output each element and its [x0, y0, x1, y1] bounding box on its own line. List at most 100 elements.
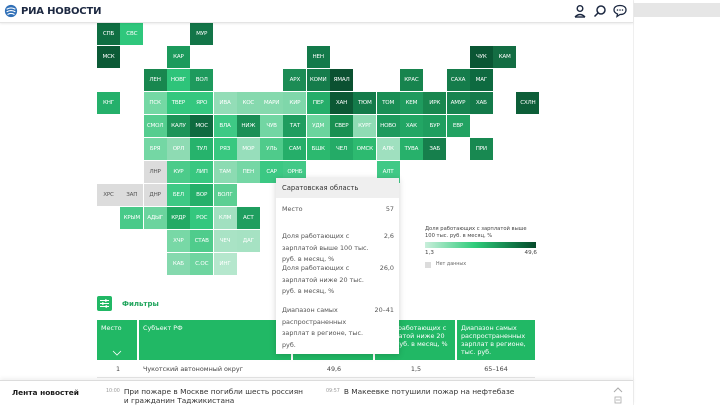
region-tile-арх[interactable]: АРХ [283, 69, 307, 91]
region-tile-кир[interactable]: КИР [283, 92, 307, 114]
region-tile-там[interactable]: ТАМ [213, 161, 237, 183]
region-tile-евр[interactable]: ЕВР [446, 115, 470, 137]
region-tile-аст[interactable]: АСТ [236, 207, 260, 229]
region-tile-тул[interactable]: ТУЛ [190, 138, 214, 160]
region-tile-кос[interactable]: КОС [236, 92, 260, 114]
region-tile-хак[interactable]: ХАК [399, 115, 423, 137]
region-tile-став[interactable]: СТАВ [190, 230, 214, 252]
region-tile-кур[interactable]: КУР [166, 161, 190, 183]
region-tile-кнг[interactable]: КНГ [97, 92, 120, 114]
news-item[interactable]: 10:00 При пожаре в Москве погибли шесть … [106, 387, 306, 405]
region-tile-чеч[interactable]: ЧЕЧ [213, 230, 237, 252]
region-tile-при[interactable]: ПРИ [469, 138, 493, 160]
region-tile-тат[interactable]: ТАТ [283, 115, 307, 137]
region-tile-лип[interactable]: ЛИП [190, 161, 214, 183]
region-tile-хан[interactable]: ХАН [330, 92, 353, 114]
region-tile-орнб[interactable]: ОРНБ [283, 161, 307, 183]
region-tile-алк[interactable]: АЛК [376, 138, 400, 160]
region-tile-бря[interactable]: БРЯ [143, 138, 167, 160]
region-tile-кам[interactable]: КАМ [493, 46, 517, 68]
region-tile-ива[interactable]: ИВА [213, 92, 237, 114]
chat-icon[interactable] [613, 4, 627, 18]
news-feed-title[interactable]: Лента новостей [12, 388, 79, 397]
region-tile-спб[interactable]: СПБ [97, 23, 120, 45]
th-rank[interactable]: Место [97, 320, 139, 360]
region-tile-свер[interactable]: СВЕР [330, 115, 353, 137]
region-tile-крым[interactable]: КРЫМ [120, 207, 144, 229]
region-tile-удм[interactable]: УДМ [306, 115, 330, 137]
region-tile-чув[interactable]: ЧУВ [260, 115, 284, 137]
region-tile-вла[interactable]: ВЛА [213, 115, 237, 137]
region-tile-каб[interactable]: КАБ [166, 253, 190, 275]
region-tile-сам[interactable]: САМ [283, 138, 307, 160]
region-tile-тува[interactable]: ТУВА [399, 138, 423, 160]
region-tile-омск[interactable]: ОМСК [353, 138, 377, 160]
region-tile-инг[interactable]: ИНГ [213, 253, 237, 275]
region-tile-вол[interactable]: ВОЛ [190, 69, 214, 91]
region-tile-маг[interactable]: МАГ [469, 69, 493, 91]
region-tile-адыг[interactable]: АДЫГ [143, 207, 167, 229]
news-item[interactable]: 09:57 В Макеевке потушили пожар на нефте… [326, 387, 586, 396]
region-tile-пен[interactable]: ПЕН [236, 161, 260, 183]
region-tile-коми[interactable]: КОМИ [306, 69, 330, 91]
region-tile-бел[interactable]: БЕЛ [166, 184, 190, 206]
region-tile-чел[interactable]: ЧЕЛ [330, 138, 353, 160]
region-tile-мск[interactable]: МСК [97, 46, 120, 68]
region-tile-клм[interactable]: КЛМ [213, 207, 237, 229]
region-tile-мос[interactable]: МОС [190, 115, 214, 137]
region-tile-крас[interactable]: КРАС [399, 69, 423, 91]
region-tile-орл[interactable]: ОРЛ [166, 138, 190, 160]
region-tile-мур[interactable]: МУР [190, 23, 214, 45]
region-tile-лен[interactable]: ЛЕН [143, 69, 167, 91]
region-tile-хчр[interactable]: ХЧР [166, 230, 190, 252]
region-tile-ряз[interactable]: РЯЗ [213, 138, 237, 160]
region-tile-уль[interactable]: УЛЬ [260, 138, 284, 160]
logo[interactable]: РИА НОВОСТИ [4, 4, 101, 18]
region-tile-заб[interactable]: ЗАБ [423, 138, 447, 160]
region-tile-пер[interactable]: ПЕР [306, 92, 330, 114]
region-tile-мор[interactable]: МОР [236, 138, 260, 160]
user-icon[interactable] [573, 4, 587, 18]
region-tile-ниж[interactable]: НИЖ [236, 115, 260, 137]
table-row[interactable]: 1 Чукотский автономный округ 49,6 1,5 65… [97, 360, 535, 378]
filters-toggle[interactable]: Фильтры [97, 296, 159, 311]
region-tile-калу[interactable]: КАЛУ [166, 115, 190, 137]
region-tile-волг[interactable]: ВОЛГ [213, 184, 237, 206]
region-tile-бшк[interactable]: БШК [306, 138, 330, 160]
region-tile-лнр[interactable]: ЛНР [143, 161, 167, 183]
region-tile-ямал[interactable]: ЯМАЛ [330, 69, 353, 91]
region-tile-рос[interactable]: РОС [190, 207, 214, 229]
region-tile-хаб[interactable]: ХАБ [469, 92, 493, 114]
region-tile-мари[interactable]: МАРИ [260, 92, 284, 114]
region-tile-вор[interactable]: ВОР [190, 184, 214, 206]
region-tile-крдр[interactable]: КРДР [166, 207, 190, 229]
search-icon[interactable] [593, 4, 607, 18]
region-tile-зап[interactable]: ЗАП [120, 184, 144, 206]
region-tile-пск[interactable]: ПСК [143, 92, 167, 114]
th-salary-range[interactable]: Диапазон самых распространенных зарплат … [457, 320, 535, 360]
region-tile-кар[interactable]: КАР [166, 46, 190, 68]
region-tile-амур[interactable]: АМУР [446, 92, 470, 114]
region-tile-чук[interactable]: ЧУК [469, 46, 493, 68]
region-tile-свс[interactable]: СВС [120, 23, 144, 45]
region-tile-сар[interactable]: САР [260, 161, 284, 183]
region-tile-саха[interactable]: САХА [446, 69, 470, 91]
region-tile-кем[interactable]: КЕМ [399, 92, 423, 114]
region-tile-новг[interactable]: НОВГ [166, 69, 190, 91]
region-tile-твер[interactable]: ТВЕР [166, 92, 190, 114]
region-tile-ново[interactable]: НОВО [376, 115, 400, 137]
region-tile-тюм[interactable]: ТЮМ [353, 92, 377, 114]
th-region[interactable]: Субъект РФ [139, 320, 293, 360]
region-tile-бур[interactable]: БУР [423, 115, 447, 137]
region-tile-даг[interactable]: ДАГ [236, 230, 260, 252]
region-tile-кург[interactable]: КУРГ [353, 115, 377, 137]
chevron-up-icon[interactable] [612, 385, 624, 405]
region-tile-с.ос[interactable]: С.ОС [190, 253, 214, 275]
region-tile-хрс[interactable]: ХРС [97, 184, 120, 206]
region-tile-схлн[interactable]: СХЛН [516, 92, 540, 114]
region-tile-алт[interactable]: АЛТ [376, 161, 400, 183]
region-tile-том[interactable]: ТОМ [376, 92, 400, 114]
region-tile-яро[interactable]: ЯРО [190, 92, 214, 114]
region-tile-смол[interactable]: СМОЛ [143, 115, 167, 137]
region-tile-днр[interactable]: ДНР [143, 184, 167, 206]
